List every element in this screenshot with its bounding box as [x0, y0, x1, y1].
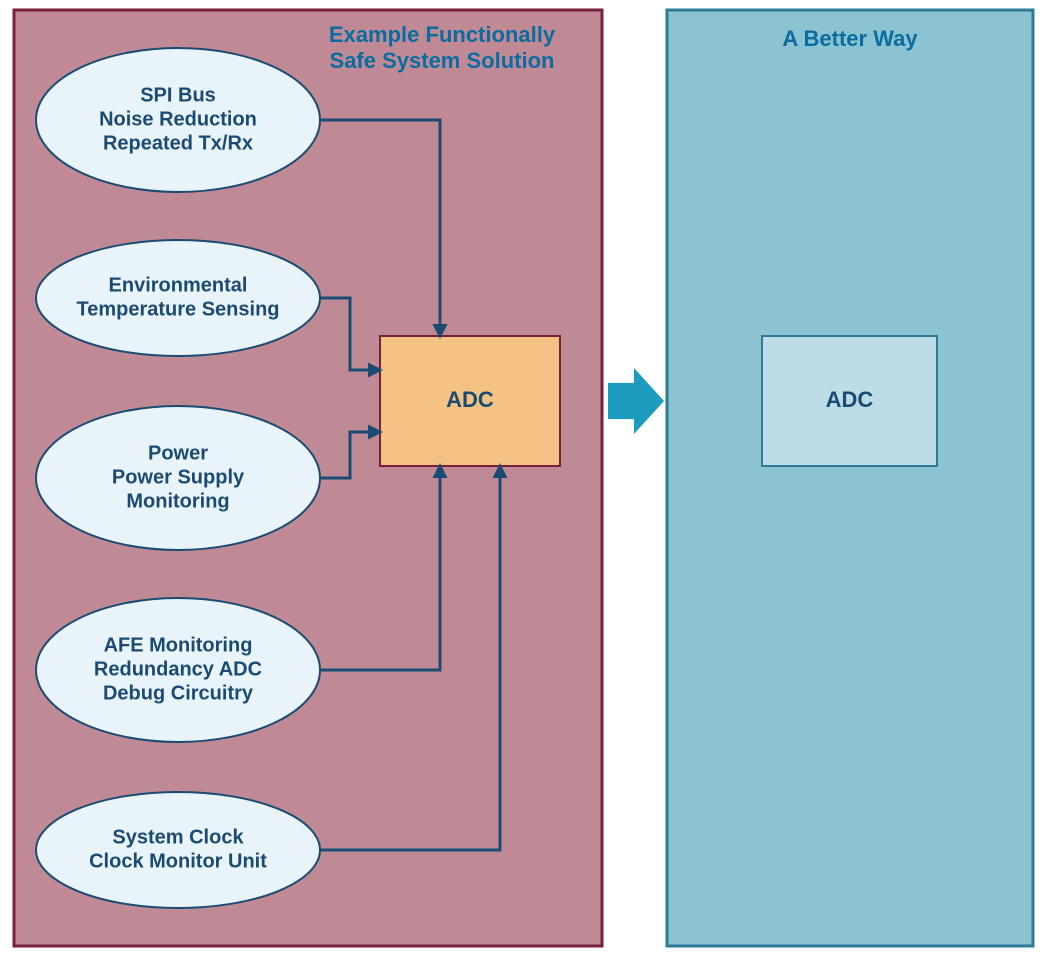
- node-spi-line-2: Repeated Tx/Rx: [103, 132, 253, 154]
- left-panel-title-1: Example Functionally: [329, 22, 556, 47]
- node-afe-line-0: AFE Monitoring: [104, 634, 253, 656]
- node-power-line-1: Power Supply: [112, 466, 245, 488]
- node-clock-line-1: Clock Monitor Unit: [89, 850, 267, 872]
- node-env-line-0: Environmental: [109, 274, 248, 296]
- node-clock-line-0: System Clock: [112, 826, 244, 848]
- node-spi-line-1: Noise Reduction: [99, 108, 257, 130]
- node-power-line-0: Power: [148, 442, 208, 464]
- big-arrow-icon: [608, 368, 664, 434]
- left-panel-title-2: Safe System Solution: [330, 48, 555, 73]
- adc-left-label: ADC: [446, 387, 494, 412]
- node-afe-line-1: Redundancy ADC: [94, 658, 262, 680]
- node-env-line-1: Temperature Sensing: [76, 298, 279, 320]
- node-afe-line-2: Debug Circuitry: [103, 682, 254, 704]
- diagram-svg: Example FunctionallySafe System Solution…: [0, 0, 1043, 960]
- node-spi-line-0: SPI Bus: [140, 84, 216, 106]
- right-panel-title: A Better Way: [782, 26, 918, 51]
- right-panel: [667, 10, 1033, 946]
- node-power-line-2: Monitoring: [126, 490, 229, 512]
- adc-right-label: ADC: [826, 387, 874, 412]
